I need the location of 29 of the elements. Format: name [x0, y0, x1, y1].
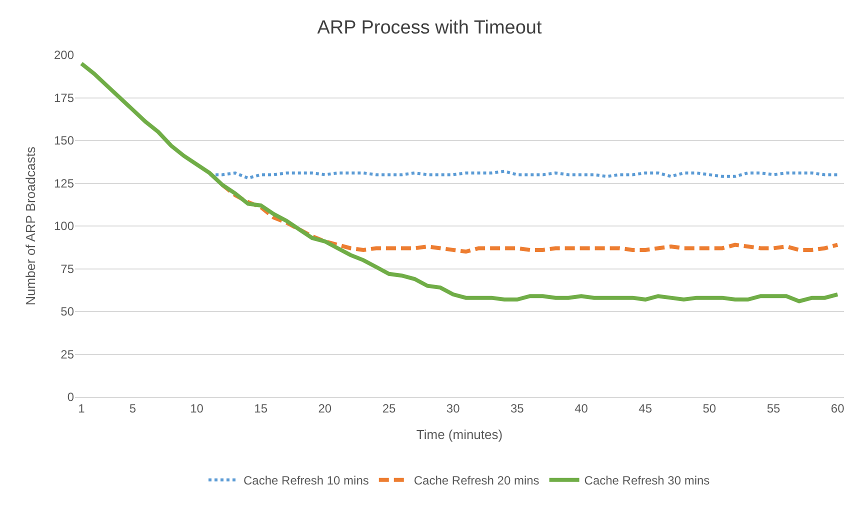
line-series — [79, 62, 840, 304]
y-tick-label: 175 — [54, 90, 74, 105]
y-tick-label: 75 — [60, 262, 74, 276]
x-tick-label: 30 — [446, 401, 460, 416]
x-axis-title: Time (minutes) — [416, 427, 503, 442]
y-tick-label: 125 — [54, 176, 74, 190]
y-axis-title: Number of ARP Broadcasts — [22, 146, 38, 306]
x-tick-label: 15 — [254, 401, 268, 416]
y-tick-label: 50 — [60, 304, 74, 319]
x-tick-label: 50 — [702, 401, 716, 416]
x-tick-label: 10 — [190, 401, 204, 416]
x-tick-label: 35 — [510, 401, 524, 416]
x-tick-label: 1 — [78, 401, 86, 416]
y-tick-label: 0 — [67, 390, 74, 404]
chart-title: ARP Process with Timeout — [317, 18, 542, 39]
legend-label: Cache Refresh 30 mins — [584, 474, 710, 488]
x-tick-label: 60 — [830, 401, 845, 416]
y-tick-label: 25 — [60, 347, 74, 362]
y-tick-label: 100 — [54, 219, 74, 234]
y-tick-label: 200 — [54, 48, 74, 62]
y-tick-label: 150 — [54, 134, 74, 148]
legend-label: Cache Refresh 20 mins — [414, 474, 540, 488]
x-tick-label: 25 — [382, 401, 396, 416]
x-tick-label: 45 — [638, 401, 652, 416]
x-tick-label: 40 — [574, 401, 588, 416]
x-tick-label: 55 — [766, 401, 781, 416]
x-tick-label: 20 — [318, 401, 332, 416]
legend-label: Cache Refresh 10 mins — [244, 474, 369, 488]
x-tick-label: 5 — [129, 401, 136, 416]
